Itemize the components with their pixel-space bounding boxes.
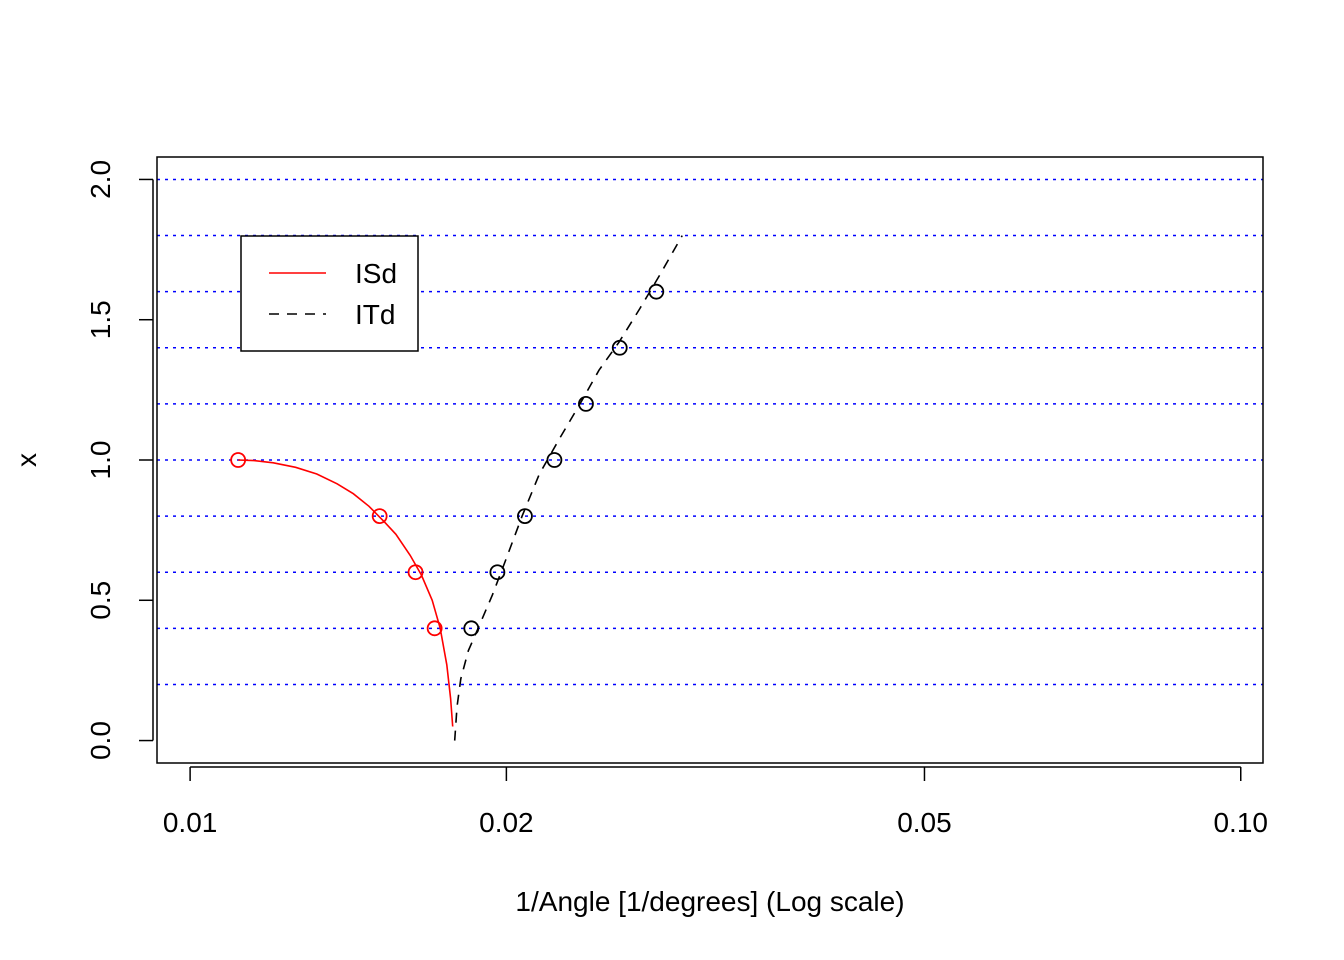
x-tick-label-0.02: 0.02 — [479, 807, 534, 838]
legend-label-itd: ITd — [355, 299, 395, 330]
point-itd-5 — [611, 339, 628, 356]
point-isd-3 — [426, 620, 443, 637]
x-tick-label-0.10: 0.10 — [1213, 807, 1268, 838]
point-itd-0 — [463, 620, 480, 637]
x-axis-title: 1/Angle [1/degrees] (Log scale) — [515, 886, 904, 917]
y-axis: 0.0 0.5 1.0 1.5 2.0 — [85, 160, 154, 760]
point-itd-6 — [648, 283, 665, 300]
legend-label-isd: ISd — [355, 258, 397, 289]
y-tick-label-2.0: 2.0 — [85, 160, 116, 199]
point-isd-2 — [407, 564, 424, 581]
point-itd-1 — [489, 564, 506, 581]
x-tick-label-0.05: 0.05 — [897, 807, 952, 838]
series-layer — [230, 235, 683, 741]
point-isd-0 — [230, 452, 247, 468]
y-tick-label-0.0: 0.0 — [85, 721, 116, 760]
x-tick-label-0.01: 0.01 — [163, 807, 218, 838]
series-line-isd — [238, 459, 454, 727]
x-axis: 0.01 0.02 0.05 0.10 — [163, 766, 1268, 838]
plot-frame — [156, 156, 1264, 764]
y-tick-label-0.5: 0.5 — [85, 581, 116, 620]
series-line-itd — [453, 235, 683, 741]
point-isd-1 — [371, 508, 388, 525]
point-itd-2 — [517, 508, 533, 525]
y-tick-label-1.5: 1.5 — [85, 300, 116, 339]
point-itd-3 — [546, 452, 563, 468]
legend: ISd ITd — [240, 235, 419, 352]
legend-box — [240, 235, 419, 352]
point-itd-4 — [578, 395, 594, 412]
y-tick-label-1.0: 1.0 — [85, 441, 116, 480]
y-axis-title: x — [11, 453, 42, 467]
